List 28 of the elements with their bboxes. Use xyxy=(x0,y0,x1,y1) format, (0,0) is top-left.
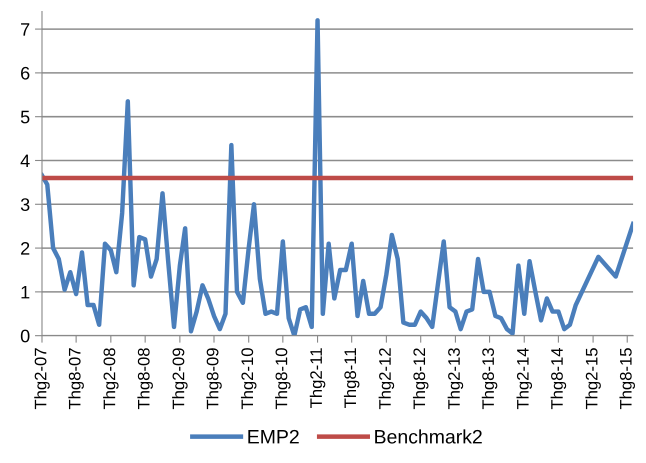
y-tick-label: 0 xyxy=(20,330,30,342)
y-tick-label: 1 xyxy=(22,286,30,298)
x-tick-label: Thg2-13 xyxy=(448,348,464,410)
y-tick-label: 2 xyxy=(21,242,30,255)
x-tick-label: Thg2-10 xyxy=(240,348,256,410)
x-tick-label: Thg8-08 xyxy=(137,348,153,410)
x-tick-label: Thg2-12 xyxy=(378,348,394,410)
y-tick-label: 4 xyxy=(20,154,30,168)
y-tick-label: 3 xyxy=(20,198,30,212)
x-tick-label: Thg8-14 xyxy=(550,348,566,410)
x-tick-label: Thg2-11 xyxy=(310,348,326,408)
x-tick-label: Thg8-13 xyxy=(482,348,498,410)
x-tick-label: Thg2-15 xyxy=(585,348,601,410)
legend-label: Benchmark2 xyxy=(375,429,482,444)
x-tick-label: Thg2-07 xyxy=(34,348,50,410)
x-tick-label: Thg8-15 xyxy=(619,348,635,410)
x-tick-label: Thg2-08 xyxy=(103,348,119,410)
x-tick-label: Thg2-14 xyxy=(516,348,532,410)
x-tick-label: Thg8-10 xyxy=(275,348,291,410)
y-tick-label: 6 xyxy=(21,66,30,80)
legend-label: EMP2 xyxy=(248,430,299,444)
x-tick-label: Thg8-12 xyxy=(412,348,428,410)
x-tick-label: Thg8-07 xyxy=(68,348,84,410)
x-tick-label: Thg8-09 xyxy=(206,348,222,410)
y-tick-label: 7 xyxy=(21,23,30,36)
x-tick-label: Thg2-09 xyxy=(172,348,188,410)
y-tick-label: 5 xyxy=(20,110,30,124)
x-tick-label: Thg8-11 xyxy=(344,348,360,408)
